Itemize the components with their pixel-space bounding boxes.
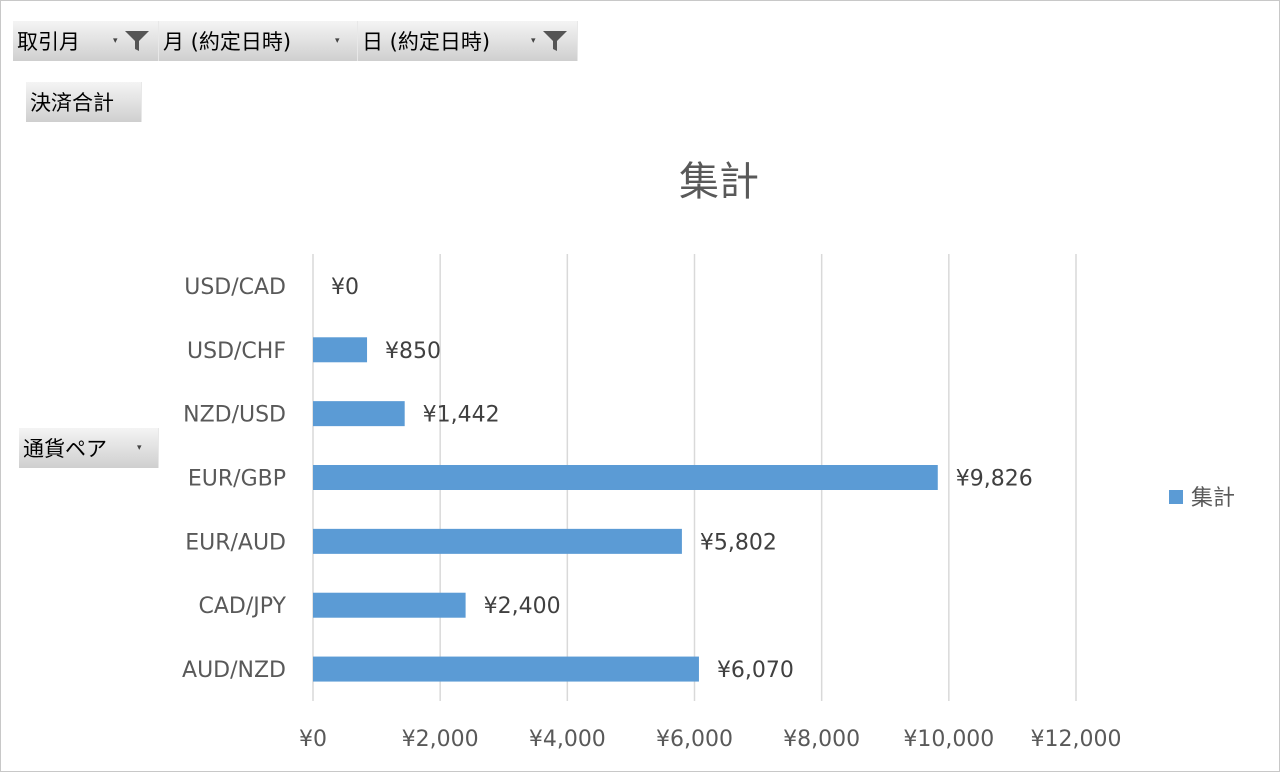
filter-label-month-contract: 月 (約定日時) bbox=[163, 30, 292, 54]
values-field-button[interactable]: 決済合計 bbox=[26, 82, 142, 122]
dropdown-arrow-icon[interactable]: ▾ bbox=[113, 36, 118, 46]
data-label: ¥5,802 bbox=[700, 530, 777, 555]
filter-label-trade-month: 取引月 bbox=[17, 30, 80, 54]
category-label: AUD/NZD bbox=[182, 658, 286, 683]
data-label: ¥850 bbox=[385, 339, 441, 364]
filter-button-trade-month[interactable]: 取引月 ▾ bbox=[13, 21, 159, 61]
dropdown-arrow-icon[interactable]: ▾ bbox=[137, 443, 142, 453]
category-label: USD/CHF bbox=[187, 339, 286, 364]
x-tick-label: ¥2,000 bbox=[402, 727, 479, 752]
legend[interactable]: 集計 bbox=[1169, 486, 1235, 511]
bar-usd-chf[interactable] bbox=[313, 337, 368, 363]
category-label: NZD/USD bbox=[183, 403, 286, 428]
data-label: ¥2,400 bbox=[484, 594, 561, 619]
bar-cad-jpy[interactable] bbox=[313, 592, 466, 618]
legend-swatch bbox=[1169, 490, 1183, 504]
data-label: ¥6,070 bbox=[717, 658, 794, 683]
filter-button-day-contract[interactable]: 日 (約定日時) ▾ bbox=[358, 21, 578, 61]
data-labels: ¥0 ¥850 ¥1,442 ¥9,826 ¥5,802 ¥2,400 ¥6,070 bbox=[331, 275, 1033, 683]
data-label: ¥0 bbox=[331, 275, 359, 300]
x-tick-labels: ¥0 ¥2,000 ¥4,000 ¥6,000 ¥8,000 ¥10,000 ¥12,000 bbox=[299, 727, 1121, 752]
x-tick-label: ¥8,000 bbox=[783, 727, 860, 752]
category-label: USD/CAD bbox=[184, 275, 286, 300]
data-label: ¥9,826 bbox=[956, 467, 1033, 492]
filter-button-month-contract[interactable]: 月 (約定日時) ▾ bbox=[159, 21, 358, 61]
legend-entry: 集計 bbox=[1191, 486, 1235, 511]
row-field-label: 通貨ペア bbox=[23, 437, 107, 461]
category-label: EUR/AUD bbox=[185, 530, 286, 555]
category-labels: USD/CAD USD/CHF NZD/USD EUR/GBP EUR/AUD CAD/J… bbox=[182, 275, 287, 683]
category-label: CAD/JPY bbox=[199, 594, 287, 619]
filter-label-day-contract: 日 (約定日時) bbox=[362, 30, 491, 54]
chart-title: 集計 bbox=[679, 159, 759, 205]
bar-eur-aud[interactable] bbox=[313, 528, 682, 554]
x-tick-label: ¥12,000 bbox=[1031, 727, 1122, 752]
category-label: EUR/GBP bbox=[188, 467, 286, 492]
x-tick-label: ¥6,000 bbox=[656, 727, 733, 752]
bar-eur-gbp[interactable] bbox=[313, 465, 938, 490]
bar-aud-nzd[interactable] bbox=[313, 656, 699, 682]
x-tick-label: ¥0 bbox=[299, 727, 327, 752]
values-field-label: 決済合計 bbox=[30, 91, 114, 115]
row-field-button[interactable]: 通貨ペア ▾ bbox=[19, 428, 159, 468]
bar-nzd-usd[interactable] bbox=[313, 401, 405, 427]
data-label: ¥1,442 bbox=[423, 403, 500, 428]
x-tick-label: ¥4,000 bbox=[529, 727, 606, 752]
filter-funnel-icon[interactable] bbox=[542, 29, 568, 53]
dropdown-arrow-icon[interactable]: ▾ bbox=[335, 36, 340, 46]
bars bbox=[313, 337, 938, 682]
dropdown-arrow-icon[interactable]: ▾ bbox=[531, 36, 536, 46]
x-tick-label: ¥10,000 bbox=[903, 727, 994, 752]
filter-funnel-icon[interactable] bbox=[124, 29, 150, 53]
